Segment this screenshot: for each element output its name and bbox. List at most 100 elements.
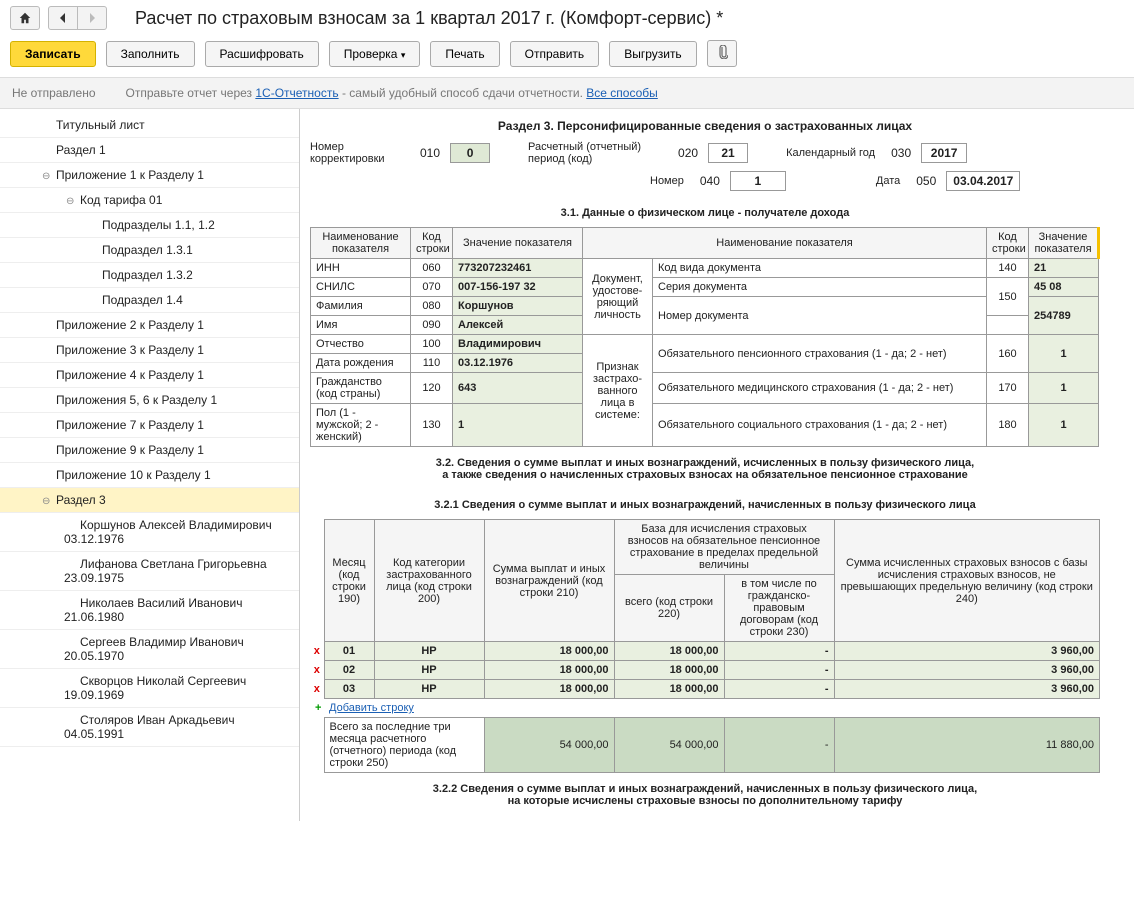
tree-item-label: Приложение 9 к Разделу 1: [56, 443, 204, 457]
tree-item[interactable]: Подразделы 1.1, 1.2: [0, 213, 299, 238]
tree-item[interactable]: Подраздел 1.3.2: [0, 263, 299, 288]
write-button[interactable]: Записать: [10, 41, 96, 67]
total-cell[interactable]: 18 000,00: [614, 661, 724, 680]
year-value[interactable]: 2017: [921, 143, 967, 163]
month-cell[interactable]: 02: [324, 661, 374, 680]
tree-item-label: Приложение 3 к Разделу 1: [56, 343, 204, 357]
tree-item[interactable]: Николаев Василий Иванович 21.06.1980: [0, 591, 299, 630]
delete-row-icon[interactable]: x: [310, 680, 324, 699]
tree-item-label: Скворцов Николай Сергеевич 19.09.1969: [64, 674, 246, 702]
month-cell[interactable]: 03: [324, 680, 374, 699]
tree-item-label: Подраздел 1.3.2: [102, 268, 193, 282]
period-label: Расчетный (отчетный) период (код): [528, 141, 668, 165]
tree-item-label: Раздел 1: [56, 143, 106, 157]
calc-cell[interactable]: 3 960,00: [834, 680, 1100, 699]
all-methods-link[interactable]: Все способы: [586, 86, 658, 100]
tree-item-label: Титульный лист: [56, 118, 145, 132]
period-value[interactable]: 21: [708, 143, 748, 163]
status-hint: Отправьте отчет через 1С-Отчетность - са…: [126, 86, 658, 100]
tree-item[interactable]: ⊖Код тарифа 01: [0, 188, 299, 213]
tree-item[interactable]: Столяров Иван Аркадьевич 04.05.1991: [0, 708, 299, 747]
category-cell[interactable]: НР: [374, 680, 484, 699]
tree-item-label: Сергеев Владимир Иванович 20.05.1970: [64, 635, 244, 663]
export-button[interactable]: Выгрузить: [609, 41, 697, 67]
add-row-icon[interactable]: +: [315, 702, 321, 714]
sum-cell[interactable]: 18 000,00: [484, 680, 614, 699]
gpd-cell[interactable]: -: [724, 661, 834, 680]
tree-item[interactable]: Подраздел 1.3.1: [0, 238, 299, 263]
year-label: Календарный год: [786, 147, 875, 159]
tree-item-label: Приложение 2 к Разделу 1: [56, 318, 204, 332]
1c-reporting-link[interactable]: 1С-Отчетность: [255, 86, 338, 100]
date-value[interactable]: 03.04.2017: [946, 171, 1020, 191]
tree-item-label: Подразделы 1.1, 1.2: [102, 218, 215, 232]
month-cell[interactable]: 01: [324, 642, 374, 661]
sum-cell[interactable]: 18 000,00: [484, 661, 614, 680]
date-code: 050: [916, 174, 936, 188]
tree-item[interactable]: Приложение 2 к Разделу 1: [0, 313, 299, 338]
gpd-cell[interactable]: -: [724, 642, 834, 661]
num-code: 040: [700, 174, 720, 188]
back-button[interactable]: [48, 6, 78, 30]
tree-item[interactable]: Приложения 5, 6 к Разделу 1: [0, 388, 299, 413]
tree-item-label: Код тарифа 01: [80, 193, 162, 207]
tree-item-label: Подраздел 1.3.1: [102, 243, 193, 257]
page-title: Расчет по страховым взносам за 1 квартал…: [135, 8, 723, 29]
tree-item-label: Николаев Василий Иванович 21.06.1980: [64, 596, 243, 624]
corr-code: 010: [420, 146, 440, 160]
tree-item[interactable]: Титульный лист: [0, 113, 299, 138]
date-label: Дата: [876, 175, 900, 187]
sum-cell[interactable]: 18 000,00: [484, 642, 614, 661]
check-button[interactable]: Проверка ▾: [329, 41, 421, 67]
tree-item[interactable]: Раздел 1: [0, 138, 299, 163]
calc-cell[interactable]: 3 960,00: [834, 661, 1100, 680]
tree-item[interactable]: Приложение 4 к Разделу 1: [0, 363, 299, 388]
tree-item[interactable]: Приложение 9 к Разделу 1: [0, 438, 299, 463]
send-button[interactable]: Отправить: [510, 41, 600, 67]
attach-button[interactable]: [707, 40, 737, 67]
category-cell[interactable]: НР: [374, 661, 484, 680]
tree-item[interactable]: ⊖Раздел 3: [0, 488, 299, 513]
tree-item-label: Раздел 3: [56, 493, 106, 507]
num-label: Номер: [650, 175, 684, 187]
tree-item[interactable]: Коршунов Алексей Владимирович 03.12.1976: [0, 513, 299, 552]
t322-title: 3.2.2 Сведения о сумме выплат и иных воз…: [310, 773, 1100, 815]
corr-value[interactable]: 0: [450, 143, 490, 163]
num-value[interactable]: 1: [730, 171, 786, 191]
fill-button[interactable]: Заполнить: [106, 41, 195, 67]
tree-item-label: Приложения 5, 6 к Разделу 1: [56, 393, 217, 407]
calc-cell[interactable]: 3 960,00: [834, 642, 1100, 661]
print-button[interactable]: Печать: [430, 41, 499, 67]
tree-item-label: Приложение 7 к Разделу 1: [56, 418, 204, 432]
tree-item-label: Приложение 1 к Разделу 1: [56, 168, 204, 182]
decrypt-button[interactable]: Расшифровать: [205, 41, 319, 67]
delete-row-icon[interactable]: x: [310, 661, 324, 680]
home-button[interactable]: [10, 6, 40, 30]
tree-item[interactable]: Приложение 10 к Разделу 1: [0, 463, 299, 488]
add-row-link[interactable]: Добавить строку: [329, 702, 414, 714]
tree-item-label: Приложение 10 к Разделу 1: [56, 468, 211, 482]
t31-title: 3.1. Данные о физическом лице - получате…: [310, 197, 1100, 227]
category-cell[interactable]: НР: [374, 642, 484, 661]
total-cell[interactable]: 18 000,00: [614, 680, 724, 699]
tree-item-label: Лифанова Светлана Григорьевна 23.09.1975: [64, 557, 267, 585]
tree-item[interactable]: Сергеев Владимир Иванович 20.05.1970: [0, 630, 299, 669]
corr-label: Номер корректировки: [310, 141, 410, 165]
t32-title: 3.2. Сведения о сумме выплат и иных возн…: [310, 447, 1100, 489]
delete-row-icon[interactable]: x: [310, 642, 324, 661]
tree-item-label: Коршунов Алексей Владимирович 03.12.1976: [64, 518, 272, 546]
tree-item[interactable]: Приложение 7 к Разделу 1: [0, 413, 299, 438]
tree-item[interactable]: Подраздел 1.4: [0, 288, 299, 313]
tree-item[interactable]: ⊖Приложение 1 к Разделу 1: [0, 163, 299, 188]
t321-title: 3.2.1 Сведения о сумме выплат и иных воз…: [310, 489, 1100, 519]
forward-button[interactable]: [77, 6, 107, 30]
section3-title: Раздел 3. Персонифицированные сведения о…: [310, 115, 1100, 141]
gpd-cell[interactable]: -: [724, 680, 834, 699]
table-31: Наименование показателя Код строки Значе…: [310, 227, 1100, 447]
tree-item[interactable]: Лифанова Светлана Григорьевна 23.09.1975: [0, 552, 299, 591]
tree-item-label: Подраздел 1.4: [102, 293, 183, 307]
tree-item[interactable]: Скворцов Николай Сергеевич 19.09.1969: [0, 669, 299, 708]
total-cell[interactable]: 18 000,00: [614, 642, 724, 661]
tree-item[interactable]: Приложение 3 к Разделу 1: [0, 338, 299, 363]
sections-tree: Титульный лист Раздел 1 ⊖Приложение 1 к Ра…: [0, 109, 300, 821]
